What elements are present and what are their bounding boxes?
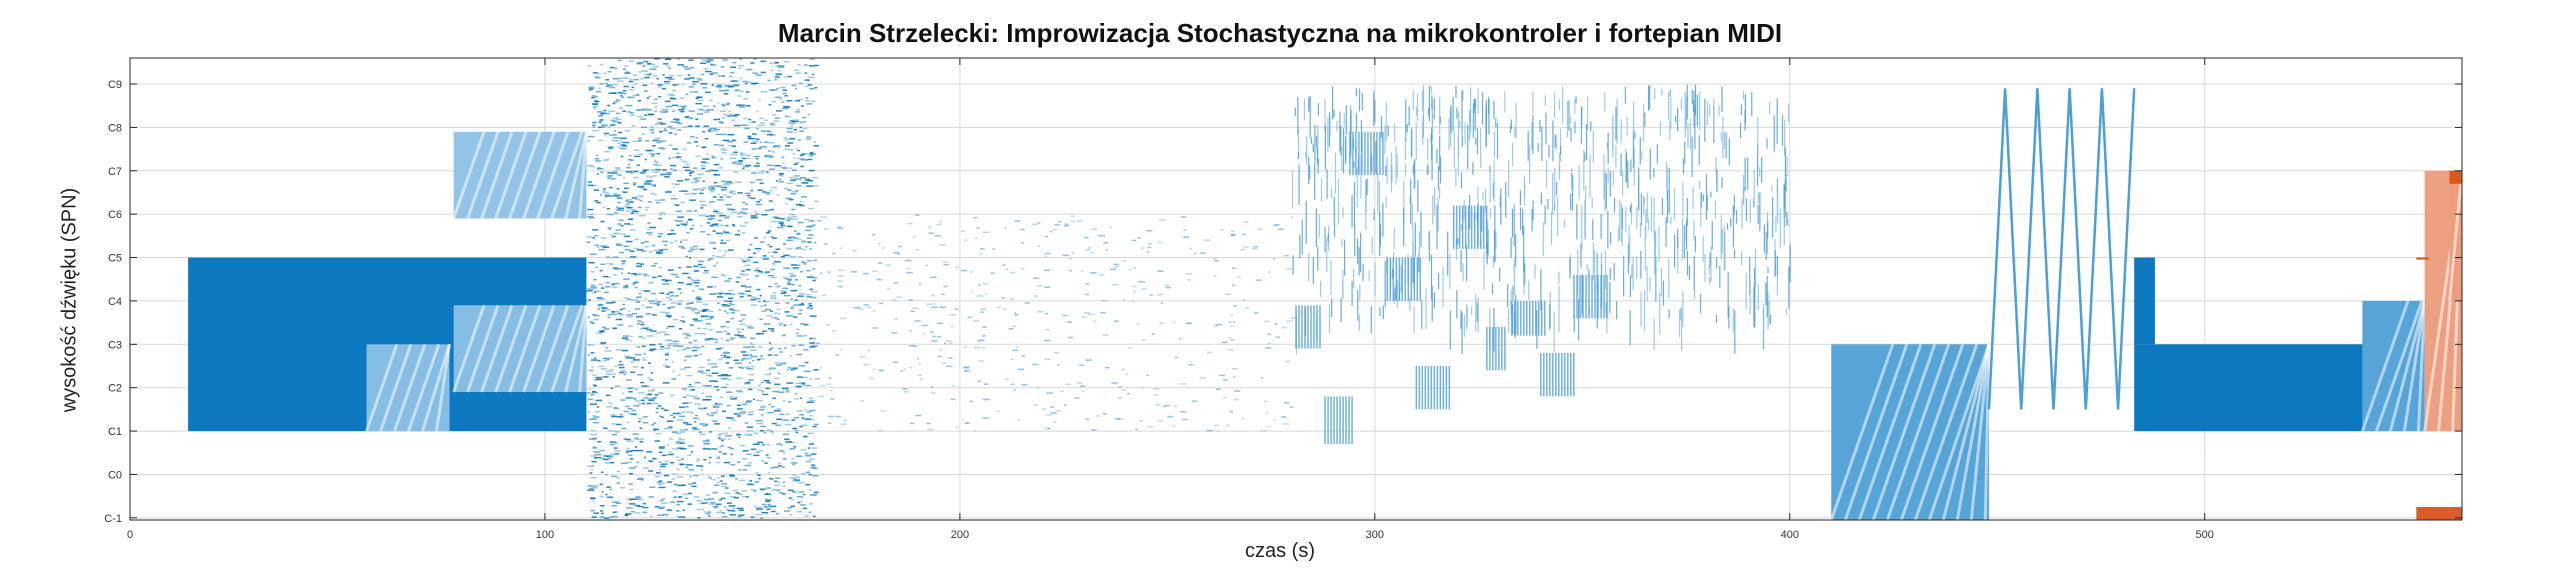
x-tick-label: 400 [1781,529,1799,541]
y-tick-label: C3 [108,339,122,351]
y-tick-label: C5 [108,253,122,265]
y-tick-label: C4 [108,296,122,308]
note-streaks [1829,343,1991,521]
note-small-block [1386,257,1422,301]
note-block [2134,257,2155,345]
chart-marks [188,58,2464,521]
x-tick-label: 500 [2196,529,2214,541]
note-cluster [1987,88,2136,410]
y-tick-label: C1 [108,426,122,438]
note-small-block [1573,274,1608,319]
note-mark [2416,257,2429,260]
x-tick-label: 300 [1366,529,1384,541]
note-block [2416,506,2462,520]
y-tick-label: C7 [108,166,122,178]
note-small-block [1452,205,1488,249]
y-tick-label: C-1 [104,513,122,525]
note-small-block [1540,352,1575,397]
note-small-block [1295,305,1321,349]
plot-border [129,57,2463,521]
x-tick-label: 100 [536,529,554,541]
note-block [2449,170,2462,184]
note-cluster [816,214,1296,432]
x-axis-label: czas (s) [1245,540,1315,562]
y-tick-label: C0 [108,469,122,481]
note-small-block [1511,300,1546,336]
y-tick-label: C8 [108,122,122,134]
note-block [2134,344,2363,432]
y-tick-label: C2 [108,383,122,395]
note-streaks [452,304,588,393]
note-streaks [2360,300,2427,432]
y-tick-label: C9 [108,79,122,91]
note-streaks [365,343,451,432]
note-small-block [1415,366,1451,410]
y-tick-label: C6 [108,209,122,221]
note-cluster [586,58,821,520]
x-tick-label: 200 [951,529,969,541]
x-tick-label: 0 [127,529,133,541]
note-small-block [1324,396,1353,445]
note-streaks [452,131,588,220]
note-small-block [1349,131,1384,176]
chart-title: Marcin Strzelecki: Improwizacja Stochast… [777,18,1783,48]
axes: C-1 C0 C1 C2 C3 C4 C5 C6 C7 C8 C9 0 100 200 300 400 500 [104,58,2462,541]
note-cluster [1291,84,1791,355]
note-small-block [1486,326,1506,371]
note-streaks [2448,170,2464,302]
